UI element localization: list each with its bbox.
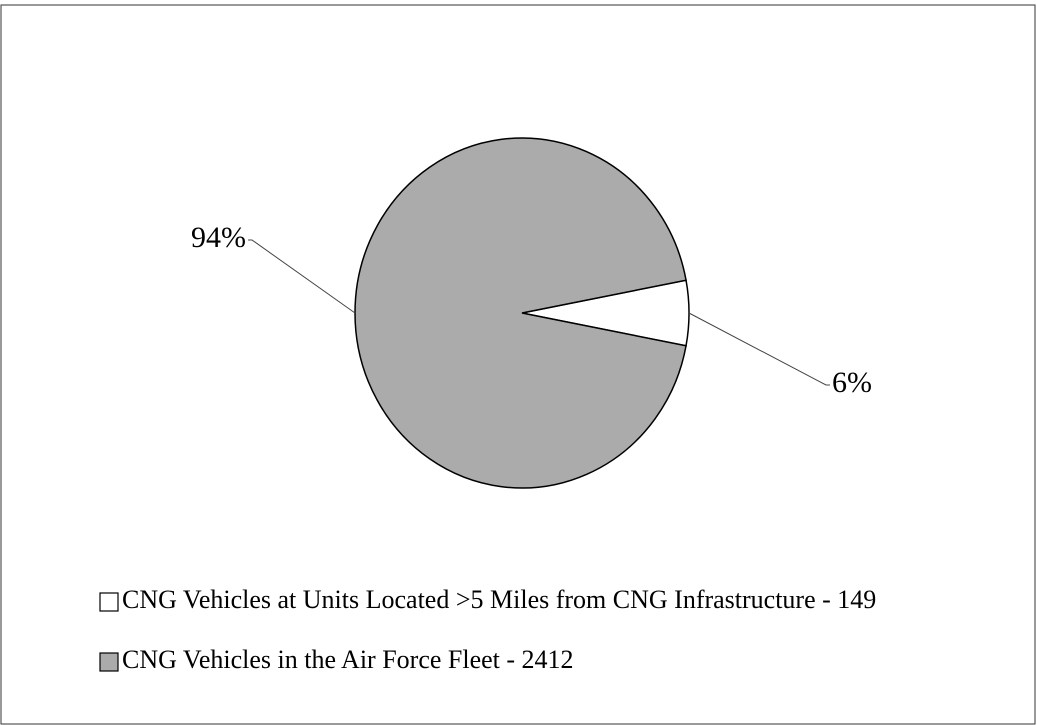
leader-line: [688, 312, 830, 386]
frame: [0, 4, 1036, 725]
legend-swatch: [99, 652, 119, 672]
leader-line: [248, 239, 356, 314]
legend-swatch: [99, 592, 119, 612]
pie-slice: [354, 137, 687, 489]
legend-label: CNG Vehicles in the Air Force Fleet - 24…: [122, 645, 574, 674]
data-label: 6%: [832, 366, 872, 399]
data-label: 94%: [191, 221, 246, 254]
legend-label: CNG Vehicles at Units Located >5 Miles f…: [122, 585, 876, 614]
